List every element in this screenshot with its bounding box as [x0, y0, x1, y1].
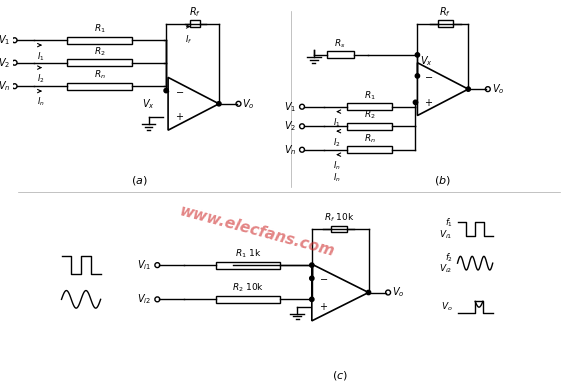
Text: $I_1$: $I_1$ [37, 50, 45, 63]
Text: $V_2$: $V_2$ [284, 119, 296, 133]
Bar [346, 146, 392, 153]
Text: $-$: $-$ [319, 273, 328, 283]
Text: $R_f$: $R_f$ [189, 5, 201, 19]
Text: $R_1$: $R_1$ [94, 23, 106, 36]
Text: $R_n$: $R_n$ [364, 132, 375, 145]
Text: $I_2$: $I_2$ [333, 136, 341, 149]
Text: $V_1$: $V_1$ [0, 33, 11, 47]
Text: $R_f$: $R_f$ [440, 5, 452, 19]
Circle shape [310, 276, 314, 281]
Bar [438, 20, 453, 27]
Text: $I_n$: $I_n$ [37, 96, 45, 108]
Text: $+$: $+$ [424, 97, 433, 108]
Text: $V_x$: $V_x$ [420, 54, 433, 68]
Bar [331, 225, 346, 232]
Text: $V_2$: $V_2$ [0, 56, 11, 69]
Bar [216, 296, 280, 303]
Bar [216, 262, 280, 269]
Bar [327, 51, 354, 58]
Text: $R_1$: $R_1$ [364, 89, 375, 102]
Text: www.elecfans.com: www.elecfans.com [178, 203, 336, 259]
Text: $R_s$: $R_s$ [335, 37, 346, 50]
Text: $V_o$: $V_o$ [441, 301, 453, 313]
Text: $I_n$: $I_n$ [333, 171, 341, 184]
Bar [66, 59, 132, 66]
Text: $I_2$: $I_2$ [37, 73, 45, 85]
Text: $-$: $-$ [175, 86, 184, 96]
Text: $V_n$: $V_n$ [0, 79, 11, 93]
Text: $-$: $-$ [424, 71, 433, 81]
Circle shape [466, 87, 470, 91]
Text: $V_{i2}$: $V_{i2}$ [137, 293, 152, 306]
Text: $V_x$: $V_x$ [142, 97, 155, 111]
Text: $R_2$: $R_2$ [94, 45, 106, 58]
Text: $+$: $+$ [175, 112, 184, 122]
Circle shape [414, 100, 417, 105]
Text: $R_2$ 10k: $R_2$ 10k [232, 282, 264, 295]
Text: $(a)$: $(a)$ [131, 174, 148, 186]
Circle shape [310, 263, 314, 267]
Circle shape [415, 53, 420, 57]
Text: $R_1$ 1k: $R_1$ 1k [235, 248, 261, 260]
Text: $V_o$: $V_o$ [492, 82, 504, 96]
Circle shape [366, 290, 371, 295]
Text: $V_o$: $V_o$ [243, 97, 255, 111]
Text: $(b)$: $(b)$ [435, 174, 451, 186]
Text: $f_2$: $f_2$ [445, 251, 453, 264]
Text: $V_n$: $V_n$ [283, 143, 296, 157]
Bar [66, 83, 132, 90]
Text: $V_{i2}$: $V_{i2}$ [439, 263, 453, 275]
Text: $R_f$ 10k: $R_f$ 10k [324, 212, 354, 224]
Bar [190, 20, 201, 27]
Circle shape [164, 88, 168, 93]
Text: $I_f$: $I_f$ [185, 34, 192, 46]
Bar [346, 123, 392, 130]
Text: $V_{i1}$: $V_{i1}$ [137, 258, 152, 272]
Text: $I_1$: $I_1$ [333, 117, 341, 129]
Text: $V_o$: $V_o$ [392, 286, 404, 300]
Text: $I_n$: $I_n$ [333, 159, 341, 172]
Text: $R_2$: $R_2$ [364, 109, 375, 121]
Text: $+$: $+$ [319, 301, 328, 312]
Circle shape [217, 102, 221, 106]
Text: $V_1$: $V_1$ [284, 100, 296, 113]
Text: $f_1$: $f_1$ [445, 217, 453, 229]
Text: $(c)$: $(c)$ [332, 369, 348, 382]
Bar [66, 37, 132, 44]
Bar [346, 103, 392, 110]
Circle shape [310, 297, 314, 301]
Circle shape [415, 74, 420, 78]
Text: $R_n$: $R_n$ [94, 69, 106, 81]
Text: $V_{i1}$: $V_{i1}$ [439, 229, 453, 241]
